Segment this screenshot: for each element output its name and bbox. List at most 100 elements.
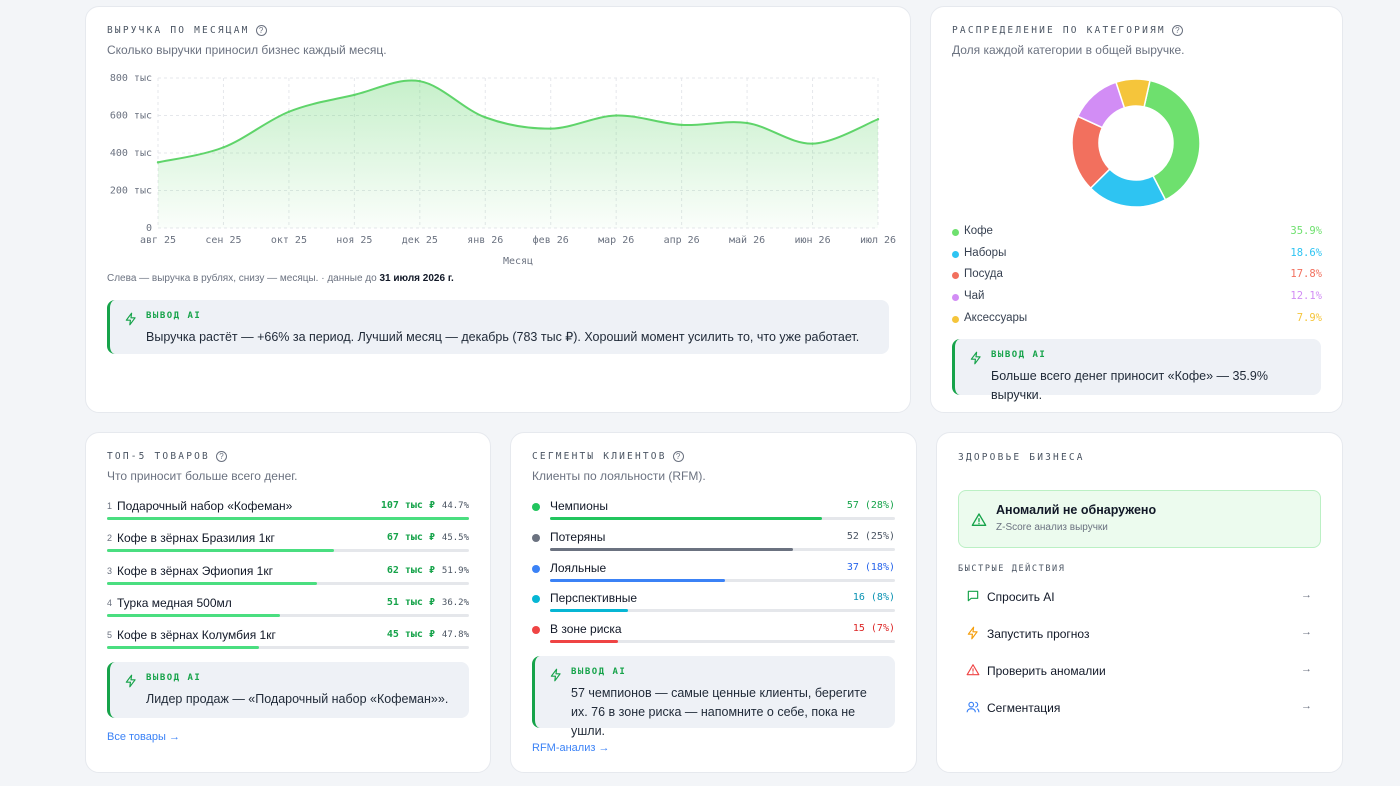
- segment-row[interactable]: Чемпионы 57 (28%): [532, 499, 895, 525]
- donut-slice-5[interactable]: [1115, 78, 1151, 109]
- revenue-point[interactable]: [614, 114, 618, 117]
- warning-icon: [971, 513, 987, 526]
- quick-action-forecast[interactable]: Запустить прогноз →: [966, 625, 1312, 645]
- quick-action-ask-ai[interactable]: Спросить AI →: [966, 588, 1312, 608]
- revenue-point[interactable]: [484, 116, 487, 119]
- all-products-link[interactable]: Все товары →: [107, 731, 180, 743]
- segment-name: Чемпионы: [550, 499, 609, 513]
- revenue-point[interactable]: [811, 142, 814, 145]
- ai-label: ВЫВОД AI: [991, 350, 1047, 360]
- product-name: Кофе в зёрнах Бразилия 1кг: [117, 531, 275, 546]
- legend-item[interactable]: Чай 12.1%: [952, 290, 1322, 306]
- legend-dot: [952, 229, 959, 236]
- product-row[interactable]: 4 Турка медная 500мл 51 тыс ₽ 36.2%: [107, 596, 469, 622]
- chat-icon: [967, 590, 979, 602]
- help-icon[interactable]: ?: [1171, 25, 1183, 36]
- product-name: Кофе в зёрнах Колумбия 1кг: [117, 628, 276, 643]
- legend-item[interactable]: Кофе 35.9%: [952, 225, 1322, 241]
- legend-dot: [952, 272, 959, 280]
- product-percent: 44.7%: [441, 501, 469, 511]
- product-bar-fill: [107, 613, 280, 617]
- product-row[interactable]: 3 Кофе в зёрнах Эфиопия 1кг 62 тыс ₽ 51.…: [107, 564, 469, 590]
- segment-value: 15 (7%): [852, 623, 895, 635]
- help-icon[interactable]: ?: [215, 451, 227, 462]
- segment-row[interactable]: Перспективные 16 (8%): [532, 591, 895, 617]
- product-row[interactable]: 1 Подарочный набор «Кофеман» 107 тыс ₽ 4…: [107, 499, 469, 525]
- anomaly-status-subtitle: Z-Score анализ выручки: [996, 522, 1108, 533]
- segment-value: 57 (28%): [846, 500, 895, 511]
- top-products-ai-insight: ВЫВОД AI Лидер продаж — «Подарочный набо…: [107, 662, 469, 718]
- segment-name: Перспективные: [550, 591, 638, 606]
- segment-row[interactable]: Лояльные 37 (18%): [532, 561, 895, 587]
- segment-bar-fill: [550, 578, 725, 582]
- y-tick-label: 0: [146, 223, 152, 234]
- product-row[interactable]: 5 Кофе в зёрнах Колумбия 1кг 45 тыс ₽ 47…: [107, 628, 469, 654]
- segment-name: В зоне риска: [550, 622, 622, 637]
- revenue-point[interactable]: [876, 118, 880, 121]
- legend-percent: 7.9%: [1296, 311, 1322, 324]
- legend-item[interactable]: Наборы 18.6%: [952, 247, 1322, 263]
- y-tick-label: 400 тыс: [110, 148, 152, 159]
- help-icon[interactable]: ?: [672, 451, 684, 462]
- ai-label: ВЫВОД AI: [571, 667, 627, 677]
- legend-dot: [952, 315, 959, 323]
- revenue-point[interactable]: [156, 161, 160, 164]
- business-health-card: [936, 432, 1343, 773]
- revenue-point[interactable]: [745, 121, 749, 125]
- x-tick-label: июл 26: [860, 235, 896, 246]
- help-icon[interactable]: ?: [255, 25, 267, 36]
- legend-name: Посуда: [964, 268, 1003, 281]
- legend-item[interactable]: Аксессуары 7.9%: [952, 312, 1322, 328]
- legend-percent: 17.8%: [1290, 268, 1322, 281]
- anomaly-status-title: Аномалий не обнаружено: [996, 503, 1157, 517]
- x-tick-label: июн 26: [794, 235, 830, 246]
- donut-slice-1[interactable]: [1143, 79, 1201, 201]
- arrow-right-icon: →: [1301, 663, 1312, 675]
- segment-row[interactable]: Потеряны 52 (25%): [532, 530, 895, 556]
- warning-icon: [966, 664, 980, 676]
- y-tick-label: 800 тыс: [110, 73, 152, 84]
- product-bar-fill: [107, 646, 260, 650]
- quick-action-segmentation[interactable]: Сегментация →: [966, 699, 1312, 719]
- users-icon: [966, 701, 980, 713]
- segment-bar-track: [550, 609, 895, 613]
- segment-dot: [532, 503, 540, 511]
- arrow-right-icon: →: [168, 731, 180, 743]
- categories-card-title: РАСПРЕДЕЛЕНИЕ ПО КАТЕГОРИЯМ ?: [952, 25, 1183, 36]
- revenue-point[interactable]: [549, 127, 552, 130]
- x-tick-label: фев 26: [533, 234, 569, 246]
- quick-action-check-anomalies[interactable]: Проверить аномалии →: [966, 662, 1312, 682]
- revenue-point[interactable]: [418, 79, 422, 83]
- ai-text: Выручка растёт — +66% за период. Лучший …: [146, 330, 860, 344]
- legend-percent: 35.9%: [1290, 225, 1322, 237]
- revenue-point[interactable]: [353, 93, 356, 97]
- quick-actions-title: БЫСТРЫЕ ДЕЙСТВИЯ: [958, 564, 1066, 574]
- segment-name: Лояльные: [550, 560, 607, 575]
- revenue-point[interactable]: [680, 123, 683, 127]
- segment-row[interactable]: В зоне риска 15 (7%): [532, 622, 895, 648]
- product-bar-fill: [107, 549, 334, 553]
- segments-ai-insight: ВЫВОД AI 57 чемпионов — самые ценные кли…: [532, 656, 895, 738]
- legend-dot: [952, 294, 959, 302]
- segment-dot: [532, 626, 540, 635]
- product-bar-fill: [107, 581, 317, 585]
- y-tick-label: 200 тыс: [110, 186, 152, 197]
- product-bar-fill: [107, 517, 469, 520]
- bolt-icon: [125, 312, 136, 326]
- product-revenue: 62 тыс ₽: [386, 564, 435, 576]
- rfm-analysis-link[interactable]: RFM-анализ →: [532, 742, 610, 754]
- product-bar-track: [107, 517, 469, 520]
- revenue-point[interactable]: [222, 146, 225, 149]
- revenue-point[interactable]: [287, 110, 291, 113]
- product-rank: 3: [107, 565, 113, 576]
- segment-bar-track: [550, 640, 895, 644]
- product-row[interactable]: 2 Кофе в зёрнах Бразилия 1кг 67 тыс ₽ 45…: [107, 531, 469, 557]
- segment-bar-fill: [550, 517, 823, 520]
- product-percent: 36.2%: [441, 597, 469, 608]
- legend-percent: 18.6%: [1290, 246, 1322, 259]
- revenue-ai-insight: ВЫВОД AI Выручка растёт — +66% за период…: [107, 300, 889, 354]
- legend-item[interactable]: Посуда 17.8%: [952, 268, 1322, 284]
- legend-dot: [952, 250, 959, 258]
- arrow-right-icon: →: [598, 742, 610, 754]
- anomaly-status-box: Аномалий не обнаружено Z-Score анализ вы…: [958, 490, 1321, 548]
